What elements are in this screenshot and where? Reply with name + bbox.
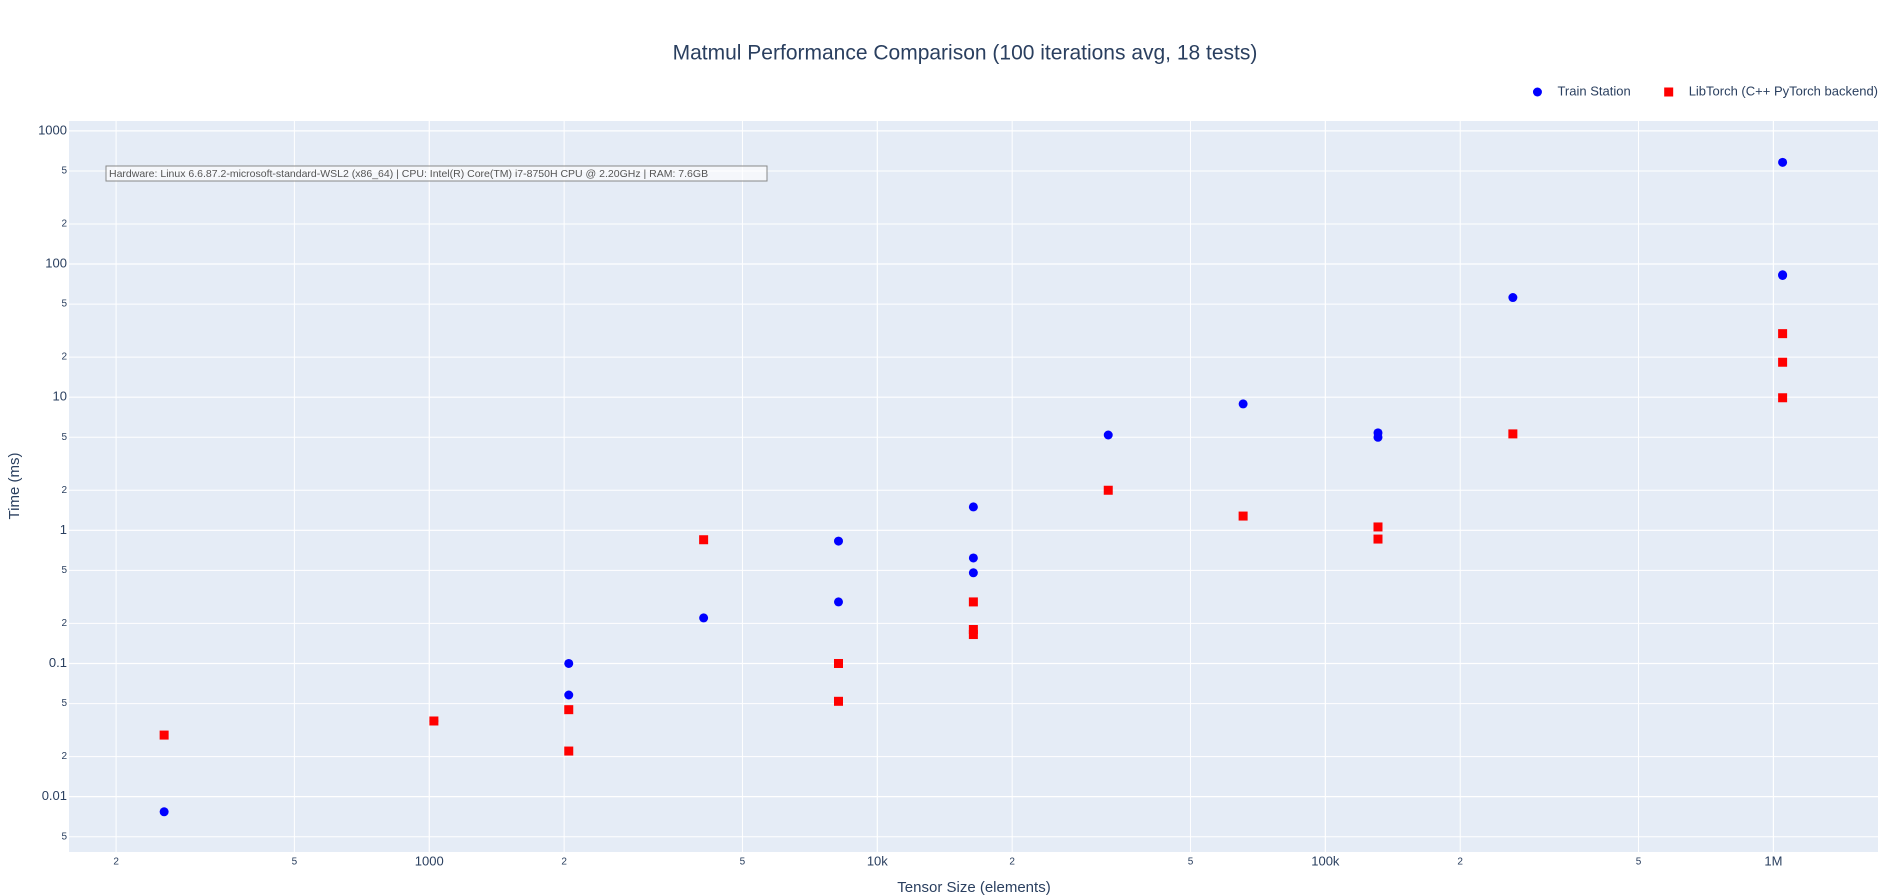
x-tick-label: 2 (113, 857, 119, 868)
point (834, 658, 844, 668)
y-tick-label: 5 (61, 166, 67, 177)
y-tick-label: 2 (61, 352, 67, 363)
point (1778, 393, 1788, 403)
y-tick-label: 1 (60, 522, 67, 537)
point (159, 730, 169, 740)
point (1373, 522, 1383, 532)
annotation-box (105, 165, 768, 182)
point (159, 807, 169, 817)
y-tick-label: 2 (61, 485, 67, 496)
point (1778, 357, 1788, 367)
point (429, 716, 439, 726)
point (699, 613, 709, 623)
x-tick-label: 2 (561, 857, 567, 868)
x-tick-label: 1000 (415, 853, 444, 868)
y-tick-label: 2 (61, 751, 67, 762)
y-tick-label: 5 (61, 565, 67, 576)
legend-label: LibTorch (C++ PyTorch backend) (1689, 83, 1878, 98)
y-axis-title: Time (ms) (6, 453, 23, 520)
point (564, 705, 574, 715)
y-tick-label: 1000 (38, 122, 67, 137)
point (1778, 329, 1788, 339)
point (968, 568, 978, 578)
legend-label: Train Station (1557, 83, 1630, 98)
point (1238, 511, 1248, 521)
point (834, 536, 844, 546)
y-tick-label: 0.01 (42, 788, 67, 803)
marks (159, 157, 1788, 817)
point (699, 535, 709, 545)
y-tick-label: 5 (61, 432, 67, 443)
legend-marker (1532, 87, 1542, 97)
point (834, 597, 844, 607)
point (834, 696, 844, 706)
point (968, 597, 978, 607)
y-tick-label: 5 (61, 831, 67, 842)
point (1103, 430, 1113, 440)
y-tick-label: 5 (61, 299, 67, 310)
point (1373, 432, 1383, 442)
point (564, 690, 574, 700)
x-tick-label: 10k (867, 853, 888, 868)
x-tick-label: 2 (1009, 857, 1015, 868)
x-tick-label: 5 (1636, 857, 1642, 868)
point (564, 658, 574, 668)
x-tick-label: 1M (1764, 853, 1782, 868)
point (1508, 293, 1518, 303)
point (968, 625, 978, 635)
x-axis-title: Tensor Size (elements) (897, 879, 1050, 895)
point (1373, 534, 1383, 544)
point (1508, 429, 1518, 439)
y-tick-label: 2 (61, 618, 67, 629)
x-tick-label: 5 (292, 857, 298, 868)
legend: Train Station LibTorch (C++ PyTorch backe… (1532, 83, 1878, 98)
x-tick-label: 100k (1311, 853, 1340, 868)
point (1778, 157, 1788, 167)
y-tick-label: 0.1 (49, 655, 67, 670)
y-tick-label: 10 (53, 389, 67, 404)
x-tick-label: 2 (1457, 857, 1463, 868)
y-tick-label: 2 (61, 219, 67, 230)
point (968, 502, 978, 512)
point (968, 630, 978, 640)
point (1778, 270, 1788, 280)
plot-area (69, 121, 1878, 852)
point (1238, 399, 1248, 409)
point (1103, 485, 1113, 495)
legend-marker (1664, 87, 1674, 97)
point (968, 553, 978, 563)
x-tick-label: 5 (740, 857, 746, 868)
grid (69, 121, 1878, 852)
x-tick-label: 5 (1188, 857, 1194, 868)
point (564, 746, 574, 756)
y-tick-label: 5 (61, 698, 67, 709)
y-tick-label: 100 (45, 255, 67, 270)
chart-title: Matmul Performance Comparison (100 itera… (673, 42, 1258, 65)
annotation: Hardware: Linux 6.6.87.2-microsoft-stand… (109, 168, 708, 180)
